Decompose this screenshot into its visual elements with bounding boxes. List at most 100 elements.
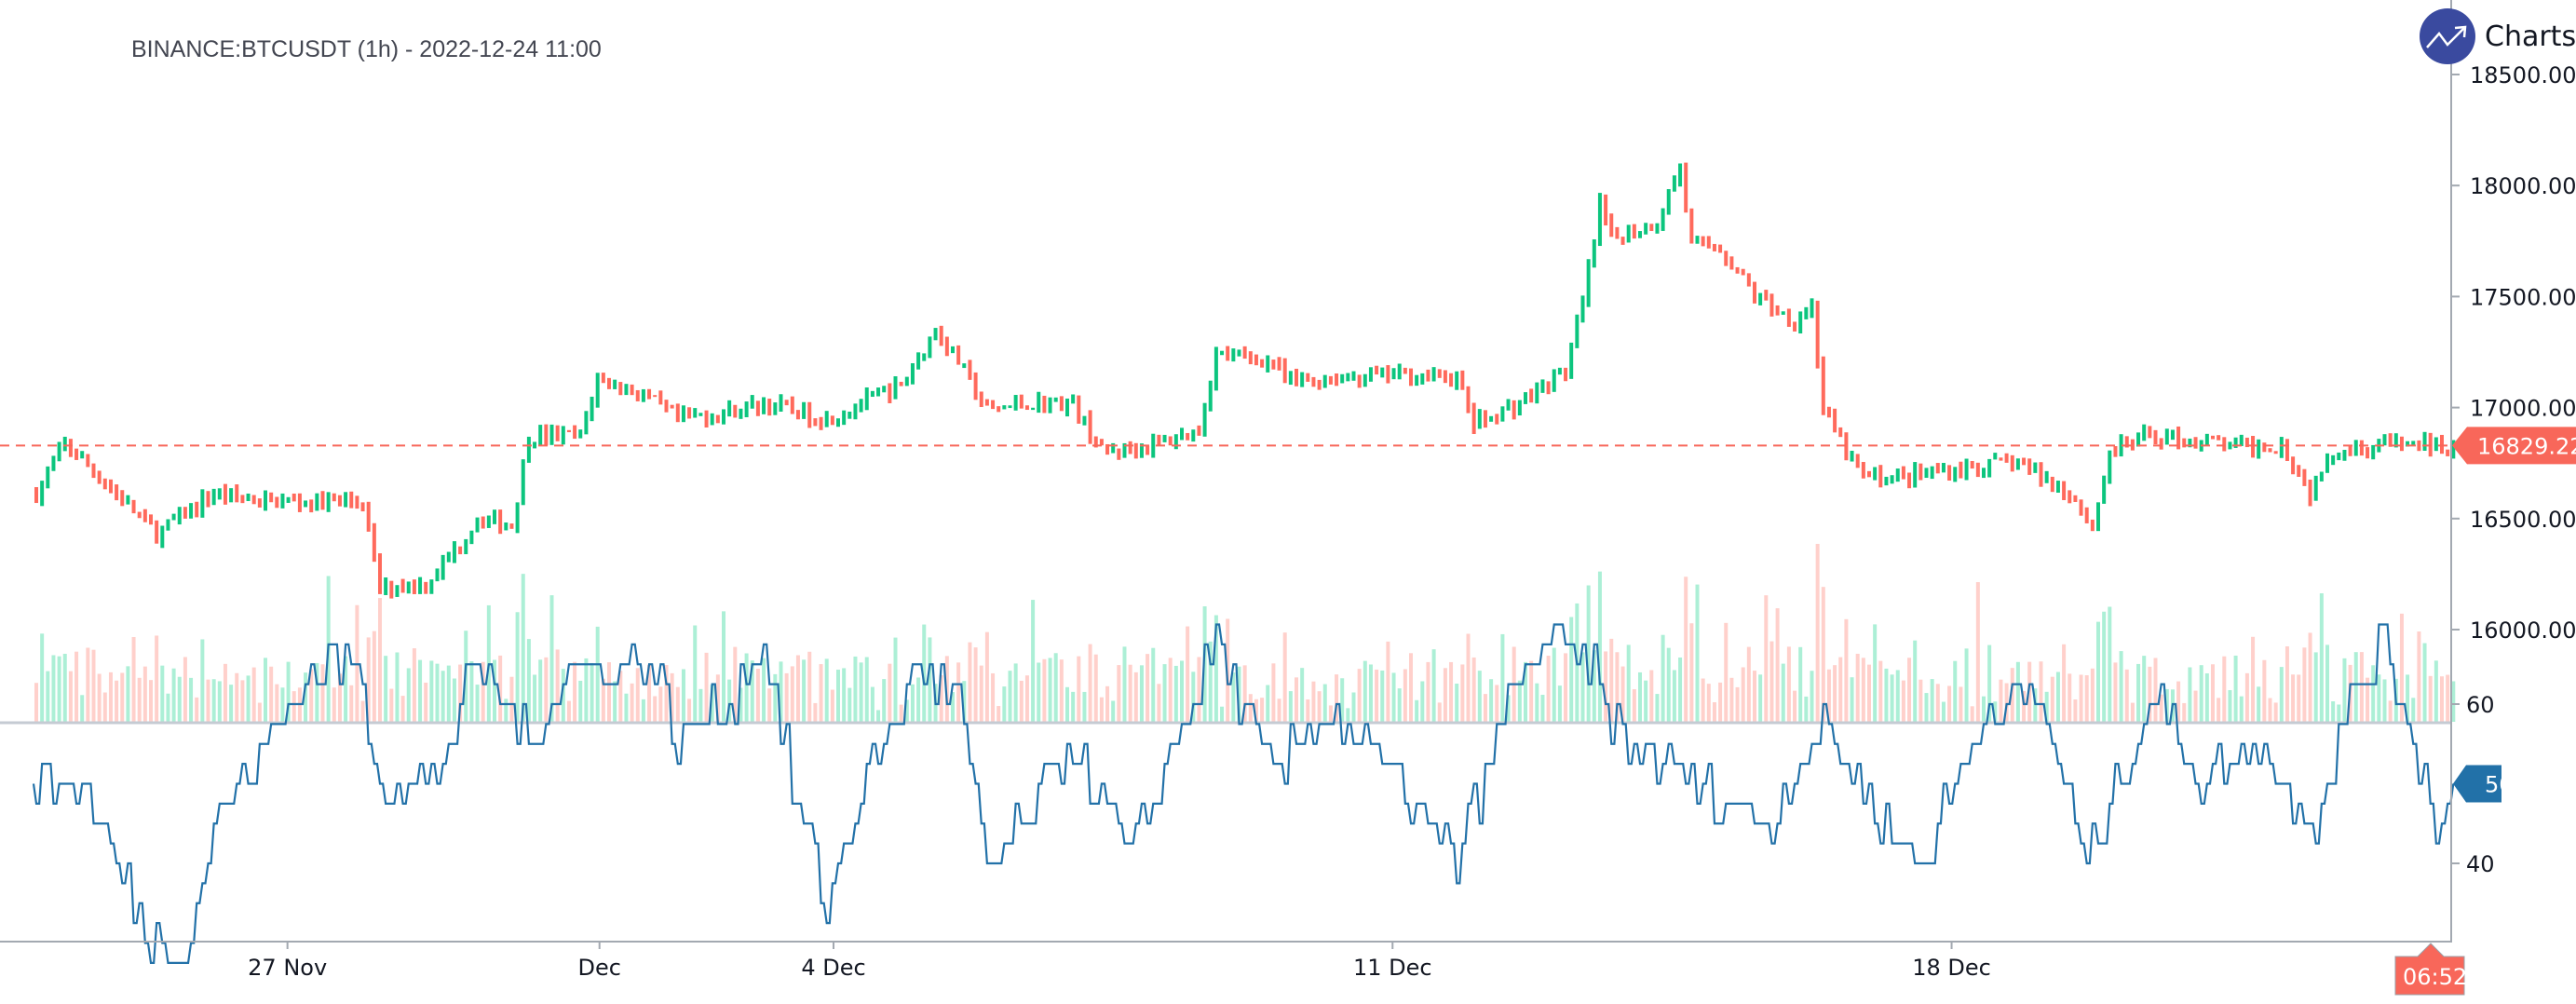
- candle: [349, 491, 354, 509]
- candle: [2411, 441, 2416, 446]
- candle: [635, 389, 640, 401]
- volume-bar: [836, 670, 840, 722]
- candle: [1197, 425, 1201, 436]
- volume-bar: [2119, 651, 2123, 722]
- volume-bar: [830, 689, 834, 722]
- candle: [888, 383, 892, 403]
- volume-bar: [1266, 685, 1270, 722]
- volume-bar: [1586, 585, 1591, 722]
- volume-bar: [372, 631, 376, 722]
- oscillator-axis[interactable]: 60 40: [2451, 692, 2495, 877]
- volume-bar: [137, 677, 142, 722]
- volume-bar: [1099, 697, 1104, 722]
- volume-bar: [1260, 698, 1265, 722]
- candle: [1546, 381, 1551, 395]
- volume-bar: [452, 678, 456, 722]
- volume-bar: [1065, 686, 1069, 722]
- volume-bar: [160, 665, 165, 722]
- volume-bar: [1609, 638, 1614, 722]
- candle: [1506, 399, 1511, 411]
- volume-bar: [223, 663, 227, 722]
- volume-bar: [2239, 696, 2244, 722]
- volume-bar: [853, 656, 858, 722]
- volume-bar: [1426, 661, 1430, 722]
- candle: [2337, 452, 2341, 461]
- volume-bar: [653, 696, 658, 722]
- candle: [1884, 476, 1889, 486]
- volume-bar: [1031, 600, 1036, 722]
- candle: [1913, 462, 1918, 488]
- candle: [1031, 407, 1036, 411]
- volume-bar: [1077, 656, 1081, 722]
- volume-bar: [2422, 643, 2427, 722]
- candle: [1666, 189, 1671, 215]
- candle: [51, 455, 56, 471]
- candle: [533, 441, 537, 449]
- volume-bar: [1781, 663, 1785, 722]
- volume-bar: [2010, 668, 2014, 722]
- candle: [1335, 373, 1339, 387]
- volume-bar: [1632, 689, 1636, 722]
- time-axis[interactable]: 27 Nov Dec 4 Dec 11 Dec 18 Dec: [248, 942, 1991, 981]
- volume-bar: [1180, 660, 1184, 722]
- volume-bar: [2325, 644, 2329, 722]
- volume-bar: [2108, 606, 2112, 722]
- volume-bar: [515, 612, 520, 722]
- volume-bar: [1306, 699, 1310, 722]
- candle: [601, 373, 605, 384]
- volume-bar: [779, 661, 783, 722]
- candle: [441, 554, 445, 580]
- volume-bar: [1626, 644, 1631, 722]
- candle: [2108, 450, 2112, 484]
- volume-bar: [1008, 671, 1012, 722]
- candle: [2004, 453, 2009, 463]
- volume-bar: [595, 626, 600, 722]
- candle: [613, 379, 617, 389]
- volume-bar: [195, 697, 199, 722]
- price-axis[interactable]: 18500.00 18000.00 17500.00 17000.00 16500.00…: [2451, 62, 2576, 644]
- volume-bar: [1071, 691, 1076, 722]
- candle: [1564, 367, 1568, 382]
- volume-bar: [149, 680, 153, 722]
- candle: [1380, 367, 1385, 378]
- volume-bar: [2142, 656, 2147, 722]
- volume-bar: [928, 637, 932, 722]
- volume-bar: [332, 687, 336, 722]
- volume-bar: [1552, 647, 1556, 722]
- brand-logo[interactable]: Charts p: [2420, 8, 2576, 64]
- oscillator-tick-label: 60: [2466, 692, 2495, 718]
- volume-bar: [171, 668, 176, 722]
- candle: [2366, 447, 2370, 459]
- volume-bar: [784, 672, 789, 722]
- candle: [481, 516, 485, 529]
- candle: [2382, 434, 2387, 446]
- candle: [739, 408, 743, 419]
- candle: [773, 402, 778, 415]
- volume-bar: [984, 631, 989, 722]
- candle: [2451, 440, 2456, 459]
- candle: [1002, 405, 1007, 410]
- volume-bar: [189, 677, 194, 722]
- candle: [1970, 461, 1974, 469]
- candle: [2142, 424, 2147, 441]
- candle: [2406, 441, 2410, 447]
- candle: [1295, 368, 1298, 387]
- candle: [2239, 434, 2244, 446]
- candle: [2039, 462, 2043, 487]
- candle: [979, 391, 983, 408]
- candle: [1678, 163, 1683, 187]
- volume-bar: [1861, 658, 1865, 722]
- volume-bar: [75, 651, 79, 722]
- volume-bar: [509, 676, 514, 722]
- candle: [1037, 391, 1041, 414]
- volume-bar: [1615, 652, 1620, 722]
- volume-bar: [944, 656, 949, 722]
- volume-bar: [40, 633, 45, 722]
- volume-bar: [2302, 647, 2307, 722]
- volume-bar: [635, 668, 640, 722]
- candle: [824, 411, 829, 427]
- volume-bar: [2331, 701, 2336, 722]
- candle: [1397, 363, 1402, 380]
- candle: [326, 492, 331, 512]
